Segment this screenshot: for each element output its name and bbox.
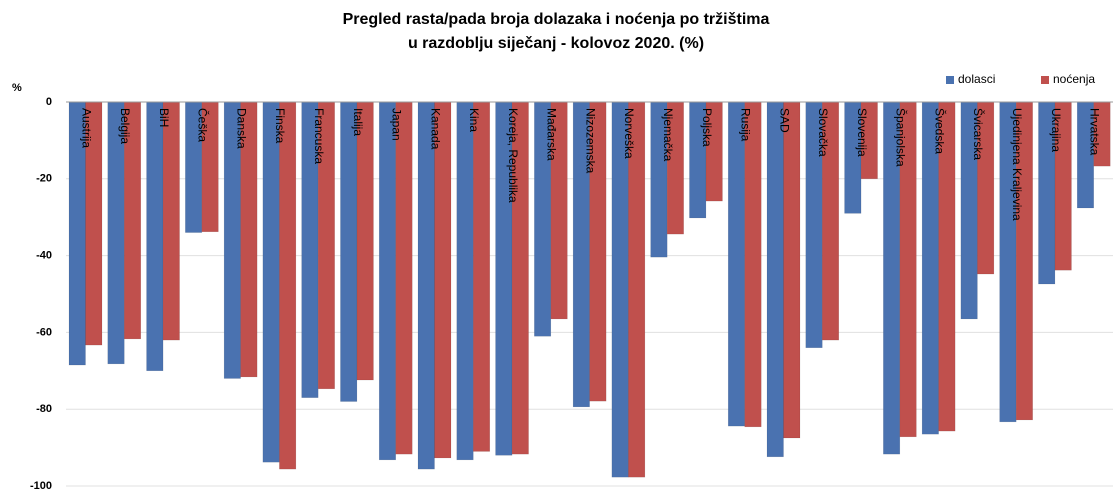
x-tick-label: Japan — [390, 108, 404, 141]
x-tick-label: Italija — [351, 108, 365, 136]
chart-title: Pregled rasta/pada broja dolazaka i noće… — [343, 11, 770, 28]
x-tick-label: Kina — [467, 108, 481, 132]
bar — [783, 101, 801, 439]
x-tick-label: Slovačka — [816, 108, 830, 157]
x-tick-label: Finska — [273, 108, 287, 144]
x-tick-label: Belgija — [118, 108, 132, 144]
y-tick-label: -100 — [30, 480, 52, 491]
bar — [395, 101, 413, 455]
x-tick-label: Ukrajina — [1049, 108, 1063, 152]
bar — [456, 101, 474, 461]
bar — [146, 101, 164, 372]
x-tick-label: Češka — [196, 108, 211, 142]
y-tick-label: 0 — [46, 96, 52, 108]
bar — [262, 101, 280, 463]
bar — [744, 101, 762, 428]
bar — [417, 101, 435, 470]
bar — [766, 101, 784, 458]
x-tick-label: Kanada — [428, 108, 442, 150]
x-tick-label: Norveška — [622, 108, 636, 159]
x-tick-label: Nizozemska — [583, 108, 597, 174]
x-tick-label: Mađarska — [545, 108, 559, 161]
x-tick-label: Koreja, Republika — [506, 108, 520, 203]
bar — [727, 101, 745, 427]
legend-swatch — [1041, 76, 1049, 84]
x-tick-label: Poljska — [700, 108, 714, 147]
x-tick-label: Slovenija — [855, 108, 869, 157]
x-tick-label: Švicarska — [971, 108, 986, 160]
bar — [356, 101, 374, 381]
y-tick-label: -20 — [36, 173, 52, 185]
bar — [434, 101, 452, 459]
legend-label: dolasci — [958, 72, 995, 86]
x-tick-label: BiH — [157, 108, 171, 127]
legend-label: noćenja — [1053, 72, 1095, 86]
x-tick-label: Švedska — [932, 108, 947, 154]
x-tick-label: Španjolska — [894, 108, 909, 167]
y-tick-label: -60 — [36, 326, 52, 338]
x-tick-label: Njemačka — [661, 108, 675, 162]
bar — [473, 101, 491, 452]
x-tick-label: Hrvatska — [1088, 108, 1102, 156]
bar — [279, 101, 297, 470]
chart-title: u razdoblju siječanj - kolovoz 2020. (%) — [408, 35, 704, 52]
x-tick-label: SAD — [777, 108, 791, 133]
legend-swatch — [946, 76, 954, 84]
x-tick-label: Ujedinjena Kraljevina — [1010, 108, 1024, 221]
bar — [340, 101, 358, 402]
x-tick-label: Francuska — [312, 108, 326, 164]
y-axis-label: % — [12, 82, 22, 94]
y-tick-label: -80 — [36, 403, 52, 415]
x-tick-label: Rusija — [739, 108, 753, 142]
x-tick-label: Austrija — [79, 108, 93, 148]
y-tick-label: -40 — [36, 250, 52, 262]
x-tick-label: Danska — [234, 108, 248, 149]
bar — [378, 101, 396, 461]
bar — [162, 101, 180, 341]
